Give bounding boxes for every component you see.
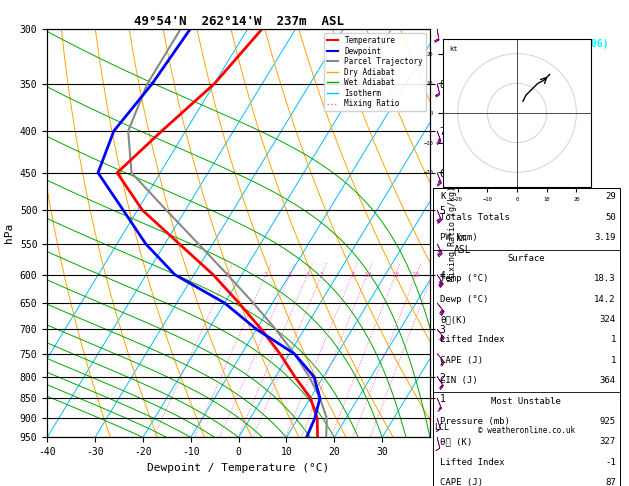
- Text: 20: 20: [412, 272, 420, 278]
- Text: 18.3: 18.3: [594, 274, 616, 283]
- Title: 49°54'N  262°14'W  237m  ASL: 49°54'N 262°14'W 237m ASL: [133, 15, 343, 28]
- X-axis label: Dewpoint / Temperature (°C): Dewpoint / Temperature (°C): [147, 463, 330, 473]
- Text: 8: 8: [350, 272, 354, 278]
- Text: 324: 324: [599, 315, 616, 324]
- Text: Lifted Index: Lifted Index: [440, 335, 505, 345]
- Text: kt: kt: [449, 46, 457, 52]
- Text: 50: 50: [605, 213, 616, 222]
- Text: 07.05.2024  06GMT (Base: 06): 07.05.2024 06GMT (Base: 06): [444, 39, 608, 50]
- Text: 3: 3: [288, 272, 292, 278]
- Text: 925: 925: [599, 417, 616, 426]
- Text: 4: 4: [306, 272, 309, 278]
- Text: 14.2: 14.2: [594, 295, 616, 304]
- Text: 3.19: 3.19: [594, 233, 616, 243]
- Text: PW (cm): PW (cm): [440, 233, 478, 243]
- Text: 1: 1: [611, 356, 616, 365]
- Text: Totals Totals: Totals Totals: [440, 213, 510, 222]
- Text: 364: 364: [599, 376, 616, 385]
- Text: 1: 1: [225, 272, 230, 278]
- Y-axis label: hPa: hPa: [4, 223, 14, 243]
- Text: Dewp (°C): Dewp (°C): [440, 295, 489, 304]
- Text: Lifted Index: Lifted Index: [440, 458, 505, 467]
- Legend: Temperature, Dewpoint, Parcel Trajectory, Dry Adiabat, Wet Adiabat, Isotherm, Mi: Temperature, Dewpoint, Parcel Trajectory…: [324, 33, 426, 111]
- Text: 327: 327: [599, 437, 616, 447]
- Text: K: K: [440, 192, 446, 202]
- Text: CIN (J): CIN (J): [440, 376, 478, 385]
- Text: 1: 1: [611, 335, 616, 345]
- Text: © weatheronline.co.uk: © weatheronline.co.uk: [477, 426, 575, 435]
- Text: θᴇ (K): θᴇ (K): [440, 437, 472, 447]
- Text: 87: 87: [605, 478, 616, 486]
- Text: 15: 15: [391, 272, 400, 278]
- Y-axis label: km
ASL: km ASL: [454, 233, 471, 255]
- Text: Surface: Surface: [508, 254, 545, 263]
- Text: 29: 29: [605, 192, 616, 202]
- Text: θᴇ(K): θᴇ(K): [440, 315, 467, 324]
- Text: CAPE (J): CAPE (J): [440, 356, 483, 365]
- Text: Pressure (mb): Pressure (mb): [440, 417, 510, 426]
- Text: Mixing Ratio (g/kg): Mixing Ratio (g/kg): [448, 186, 457, 281]
- Text: 10: 10: [363, 272, 372, 278]
- Text: 5: 5: [320, 272, 324, 278]
- Text: LCL: LCL: [434, 423, 449, 433]
- Text: -1: -1: [605, 458, 616, 467]
- Text: Temp (°C): Temp (°C): [440, 274, 489, 283]
- Text: CAPE (J): CAPE (J): [440, 478, 483, 486]
- Text: Most Unstable: Most Unstable: [491, 397, 561, 406]
- Text: 2: 2: [264, 272, 268, 278]
